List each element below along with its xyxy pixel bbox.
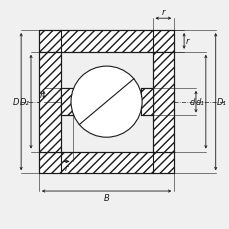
Text: D₁: D₁ [216, 98, 226, 107]
Text: r: r [65, 164, 68, 173]
Text: r: r [39, 91, 43, 100]
Text: r: r [185, 37, 189, 46]
Text: d₁: d₁ [195, 98, 204, 107]
Text: D₂: D₂ [20, 98, 30, 107]
Polygon shape [152, 52, 174, 152]
Text: d: d [189, 98, 194, 107]
Polygon shape [140, 88, 152, 116]
Polygon shape [39, 52, 60, 152]
Text: D: D [13, 98, 19, 107]
Text: r: r [161, 8, 164, 17]
Circle shape [71, 67, 142, 138]
Text: B: B [103, 193, 109, 202]
Polygon shape [39, 31, 174, 52]
Polygon shape [60, 88, 72, 116]
Polygon shape [39, 152, 174, 174]
